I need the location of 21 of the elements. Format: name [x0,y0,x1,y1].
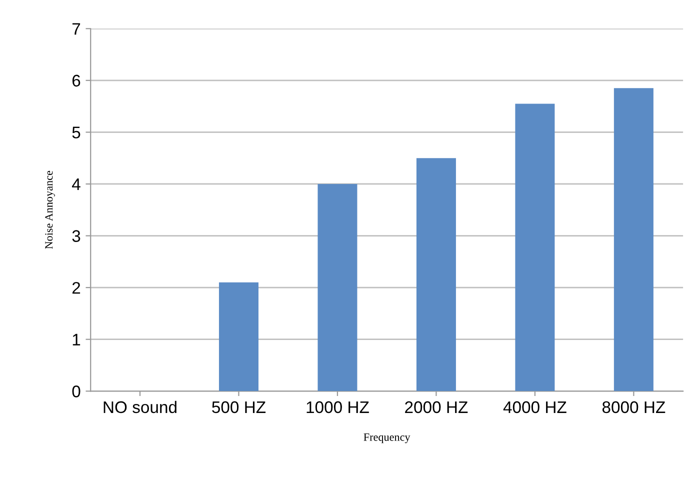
y-tick-label: 6 [72,74,80,87]
x-tick-label: NO sound [104,400,176,414]
y-tick-label: 5 [72,126,80,138]
bar [416,158,456,392]
x-axis-title: Frequency [364,433,410,444]
bar [614,88,654,392]
y-tick-label: 2 [72,282,80,294]
x-tick-label: 8000 HZ [602,401,666,414]
y-tick-label: 1 [72,334,80,346]
y-tick-label: 7 [72,23,80,35]
x-tick-label: 1000 HZ [306,401,369,414]
y-tick-label: 0 [72,386,80,398]
x-tick-label: 4000 HZ [503,401,566,414]
y-tick-label: 4 [72,178,80,190]
y-tick-label: 3 [72,230,80,242]
bar [515,104,555,392]
x-tick-label: 2000 HZ [405,401,468,414]
x-tick-label: 500 HZ [212,401,266,414]
y-axis-title: Noise Annoyance [45,170,55,249]
bar [218,282,258,392]
bar [318,184,358,392]
